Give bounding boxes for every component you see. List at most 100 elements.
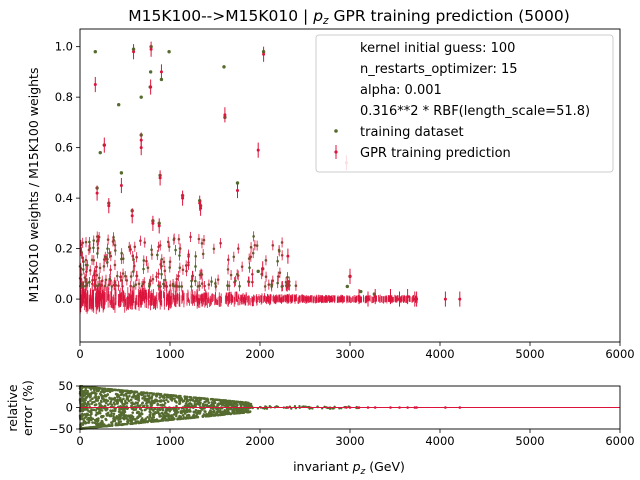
residual-point — [148, 415, 152, 419]
residual-point — [156, 402, 160, 406]
legend-text-alpha: alpha: 0.001 — [360, 83, 442, 98]
residual-point — [125, 394, 128, 398]
residual-point — [193, 403, 197, 407]
residual-point — [151, 420, 155, 423]
residual-point — [126, 396, 130, 400]
x-tick-label: 3000 — [335, 434, 364, 448]
residual-point — [95, 392, 98, 395]
residual-point — [156, 410, 160, 414]
residual-plot-marks — [78, 384, 620, 431]
x-tick-label: 2000 — [245, 347, 274, 361]
prediction-point — [139, 138, 143, 142]
residual-point — [194, 411, 197, 414]
residual-y-label-line-2: error (%) — [20, 380, 35, 436]
residual-point — [167, 416, 170, 419]
residual-point — [211, 407, 215, 411]
residual-point — [141, 401, 145, 405]
residual-point — [158, 396, 162, 399]
residual-point — [208, 411, 212, 414]
legend-text-kernel: kernel initial guess: 100 — [360, 41, 515, 56]
x-tick-label: 3000 — [335, 347, 364, 361]
residual-point — [194, 396, 197, 399]
training-point — [167, 50, 171, 54]
residual-point — [94, 418, 98, 422]
residual-point — [89, 393, 92, 396]
residual-point — [156, 407, 159, 411]
prediction-point — [130, 214, 134, 218]
residual-point — [131, 411, 135, 414]
prediction-point — [132, 50, 136, 54]
residual-point — [228, 412, 232, 415]
residual-point — [109, 413, 113, 417]
residual-point — [89, 409, 93, 413]
residual-point — [195, 413, 199, 416]
residual-point — [117, 388, 121, 392]
residual-point — [115, 415, 119, 418]
residual-point — [91, 397, 94, 400]
training-point — [139, 95, 143, 99]
y-tick-label: 0.6 — [55, 141, 73, 155]
residual-point — [183, 411, 187, 415]
residual-point — [200, 396, 203, 400]
residual-point — [186, 398, 189, 402]
residual-point — [151, 399, 155, 403]
y-tick-label: 0.0 — [55, 292, 73, 306]
residual-point — [80, 414, 84, 417]
residual-point — [183, 397, 187, 400]
residual-point — [159, 419, 162, 423]
x-axis-label-prefix: invariant — [293, 459, 353, 474]
residual-point — [221, 410, 224, 414]
residual-point — [246, 410, 250, 414]
residual-point — [164, 418, 167, 422]
residual-point — [84, 407, 88, 411]
residual-point — [126, 391, 130, 395]
y-tick-label: 0.8 — [55, 90, 73, 104]
residual-point — [173, 394, 177, 398]
prediction-point — [261, 267, 265, 271]
residual-y-ticks: −50 0 50 — [49, 379, 80, 436]
residual-point — [108, 396, 111, 400]
residual-point — [186, 416, 190, 420]
residual-point — [119, 423, 122, 426]
residual-point — [167, 413, 170, 416]
residual-point — [205, 404, 209, 408]
residual-point — [99, 404, 102, 407]
residual-point — [102, 397, 105, 401]
residual-point — [121, 389, 125, 392]
residual-point — [94, 386, 97, 390]
residual-point — [119, 397, 122, 400]
residual-point — [80, 397, 84, 401]
training-point — [93, 50, 98, 54]
residual-point — [206, 397, 209, 401]
y-tick-label: 50 — [58, 379, 73, 393]
residual-point — [178, 401, 182, 405]
residual-point — [100, 394, 103, 397]
residual-point — [87, 418, 91, 422]
residual-point — [85, 412, 89, 416]
residual-point — [105, 407, 109, 411]
residual-point — [144, 397, 148, 401]
residual-point — [231, 410, 234, 413]
residual-point — [122, 423, 125, 426]
legend-box — [315, 34, 614, 173]
residual-point — [106, 403, 110, 406]
residual-point — [263, 407, 266, 410]
residual-point — [152, 416, 155, 419]
residual-point — [129, 422, 132, 425]
main-x-ticks: 0 1000 2000 3000 4000 5000 6000 — [76, 342, 635, 361]
residual-point — [96, 399, 100, 402]
x-tick-label: 1000 — [155, 347, 184, 361]
residual-point — [150, 407, 153, 411]
residual-point — [161, 419, 165, 422]
residual-point — [83, 416, 86, 420]
residual-point — [117, 410, 121, 413]
residual-point — [143, 420, 147, 424]
residual-point — [175, 404, 178, 408]
residual-point — [119, 416, 122, 420]
prediction-point — [157, 224, 161, 228]
residual-point — [222, 399, 226, 402]
prediction-point — [149, 85, 153, 89]
residual-point — [235, 401, 238, 404]
residual-point — [181, 414, 185, 417]
residual-point — [245, 401, 249, 405]
